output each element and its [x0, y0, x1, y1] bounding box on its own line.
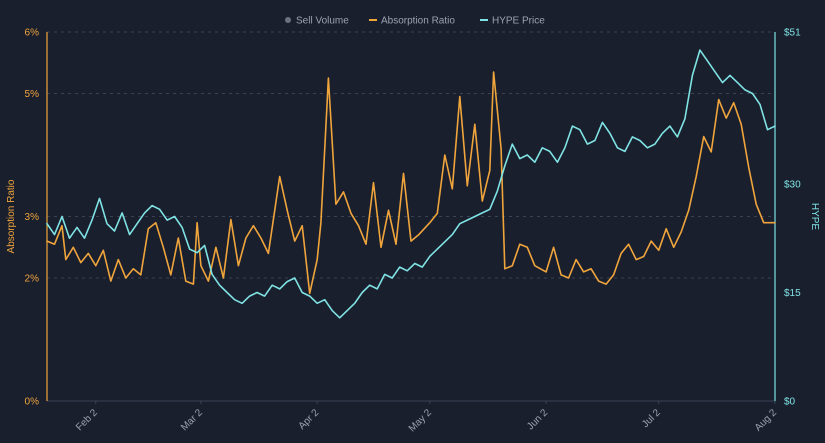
- hype-price-line: [46, 49, 776, 319]
- x-tick-label: Aug 2: [753, 407, 780, 434]
- y-left-title: Absorption Ratio: [6, 179, 17, 253]
- legend-label: HYPE Price: [492, 16, 545, 27]
- legend-label: Absorption Ratio: [381, 16, 455, 27]
- y-left-tick-label: 2%: [25, 274, 40, 285]
- x-tick-label: May 2: [407, 407, 434, 434]
- y-left-tick-label: 6%: [25, 28, 40, 39]
- y-left-tick-label: 0%: [25, 397, 40, 408]
- series: [46, 49, 776, 319]
- y-right-tick-label: $15: [784, 288, 801, 299]
- legend-dot-swatch: [285, 17, 291, 23]
- y-right-title: HYPE: [809, 203, 820, 231]
- x-tick-label: Mar 2: [179, 407, 205, 433]
- y-left-tick-label: 3%: [25, 212, 40, 223]
- y-right-tick-label: $30: [784, 179, 801, 190]
- y-left-tick-label: 5%: [25, 89, 40, 100]
- x-tick-label: Jul 2: [640, 407, 663, 430]
- legend: Sell Volume Absorption Ratio HYPE Price: [285, 16, 545, 27]
- grid: [47, 31, 775, 402]
- y-right-tick-label: $51: [784, 28, 801, 39]
- x-tick-label: Jun 2: [525, 407, 550, 432]
- absorption-ratio-line: [46, 71, 776, 295]
- y-right-tick-label: $0: [784, 397, 796, 408]
- x-tick-label: Feb 2: [74, 407, 100, 433]
- x-tick-label: Apr 2: [297, 407, 322, 432]
- legend-label: Sell Volume: [296, 16, 349, 27]
